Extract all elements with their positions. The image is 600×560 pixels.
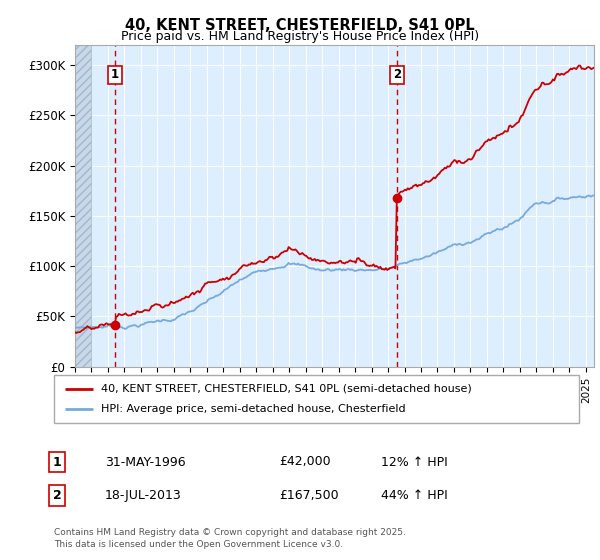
Text: Contains HM Land Registry data © Crown copyright and database right 2025.
This d: Contains HM Land Registry data © Crown c…: [54, 528, 406, 549]
Text: Price paid vs. HM Land Registry's House Price Index (HPI): Price paid vs. HM Land Registry's House …: [121, 30, 479, 43]
Text: HPI: Average price, semi-detached house, Chesterfield: HPI: Average price, semi-detached house,…: [101, 404, 406, 414]
Text: 1: 1: [111, 68, 119, 82]
Text: 31-MAY-1996: 31-MAY-1996: [105, 455, 185, 469]
Bar: [75, 45, 91, 367]
Text: 1: 1: [53, 455, 61, 469]
Text: 40, KENT STREET, CHESTERFIELD, S41 0PL (semi-detached house): 40, KENT STREET, CHESTERFIELD, S41 0PL (…: [101, 384, 472, 394]
Text: 44% ↑ HPI: 44% ↑ HPI: [381, 489, 448, 502]
Text: 18-JUL-2013: 18-JUL-2013: [105, 489, 182, 502]
Text: 12% ↑ HPI: 12% ↑ HPI: [381, 455, 448, 469]
Text: £167,500: £167,500: [279, 489, 338, 502]
Text: 2: 2: [393, 68, 401, 82]
Text: £42,000: £42,000: [279, 455, 331, 469]
Text: 2: 2: [53, 489, 61, 502]
Text: 40, KENT STREET, CHESTERFIELD, S41 0PL: 40, KENT STREET, CHESTERFIELD, S41 0PL: [125, 18, 475, 32]
FancyBboxPatch shape: [54, 375, 579, 423]
